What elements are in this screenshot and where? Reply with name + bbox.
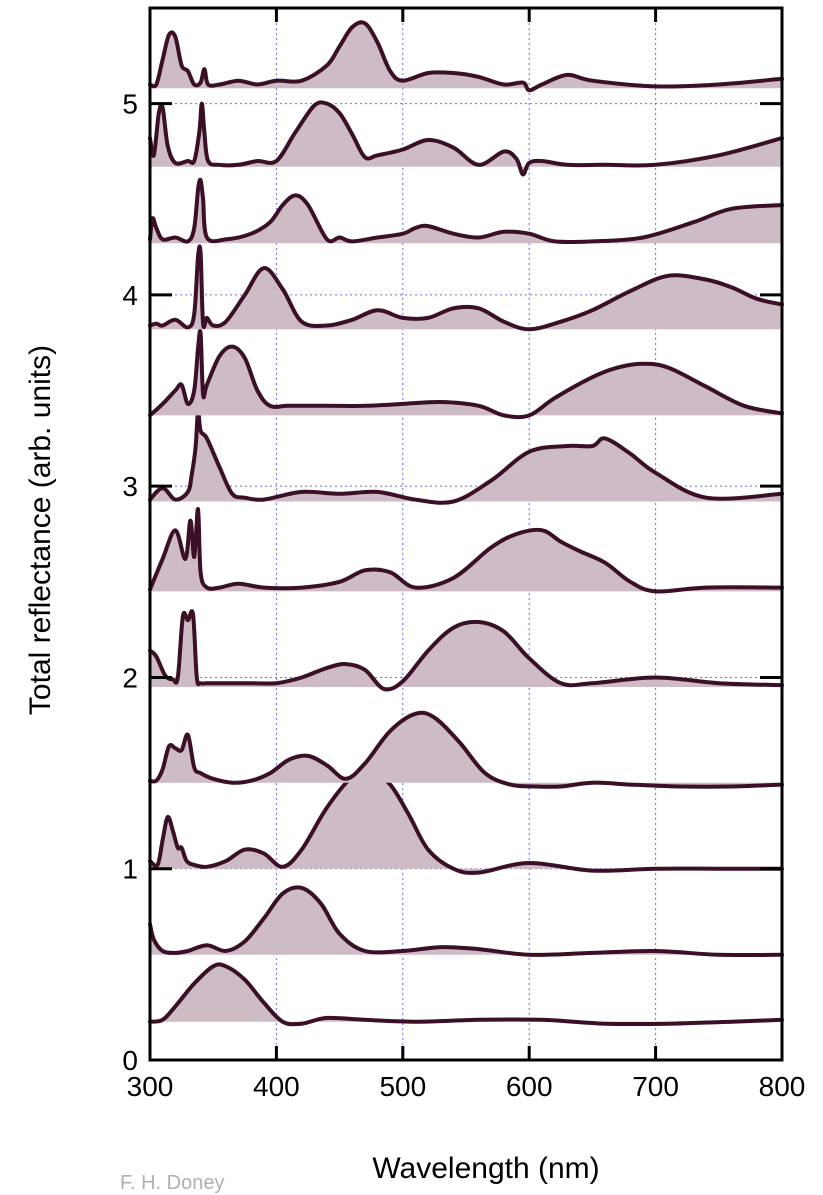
series-11-line: [148, 100, 784, 177]
series-3-fill: [150, 770, 782, 873]
series-7-line: [148, 409, 784, 505]
series-12-line: [148, 20, 784, 93]
x-tick-label: 300: [127, 1071, 174, 1102]
y-axis-label: Total reflectance (arb. units): [24, 345, 57, 715]
series-5-line: [148, 609, 784, 692]
series-11-fill: [150, 102, 782, 175]
plot-frame: [148, 6, 784, 1062]
y-tick-label: 2: [122, 662, 138, 693]
x-tick-label: 500: [379, 1071, 426, 1102]
y-tick-label: 4: [122, 280, 138, 311]
x-tick-label: 400: [253, 1071, 300, 1102]
series-4-line: [148, 710, 784, 789]
y-tick-label: 5: [122, 89, 138, 120]
axes: [148, 6, 784, 1062]
author-credit: F. H. Doney: [120, 1172, 225, 1194]
series-6-fill: [150, 509, 782, 592]
x-tick-label: 800: [759, 1071, 806, 1102]
y-tick-label: 0: [122, 1045, 138, 1076]
y-tick-label: 3: [122, 471, 138, 502]
series-7-fill: [150, 411, 782, 503]
series-8-line: [148, 328, 784, 420]
series-10-line: [148, 177, 784, 245]
series-12-fill: [150, 22, 782, 91]
series-4-fill: [150, 712, 782, 787]
series-1-line: [148, 962, 784, 1027]
series-1-fill: [150, 964, 782, 1025]
x-axis-label: Wavelength (nm): [372, 1152, 599, 1185]
series-5-fill: [150, 611, 782, 690]
y-tick-label: 1: [122, 854, 138, 885]
series-9-fill: [150, 246, 782, 330]
series-2-fill: [150, 887, 782, 956]
series-10-fill: [150, 179, 782, 244]
series-8-fill: [150, 330, 782, 418]
spectra-series: [148, 20, 784, 1027]
series-9-line: [148, 244, 784, 332]
x-tick-label: 600: [506, 1071, 553, 1102]
series-2-line: [148, 885, 784, 958]
ticks: 300 400 500 600 700 800 0 1 2 3 4 5: [122, 8, 805, 1102]
series-6-line: [148, 507, 784, 594]
series-3-line: [148, 768, 784, 875]
x-tick-label: 700: [632, 1071, 679, 1102]
